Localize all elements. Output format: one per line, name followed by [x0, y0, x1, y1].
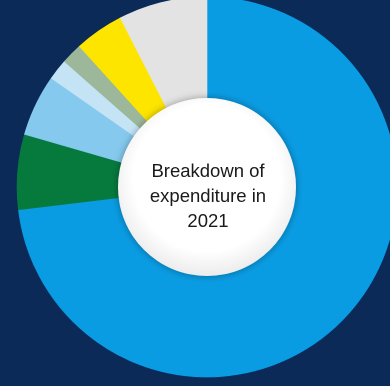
chart-title-line-1: Breakdown of [151, 160, 265, 181]
chart-title-line-3: 2021 [187, 210, 229, 231]
chart-title-line-2: expenditure in [149, 185, 267, 206]
chart-title: Breakdown of expenditure in 2021 [120, 158, 296, 233]
donut-center-hole [118, 98, 296, 276]
